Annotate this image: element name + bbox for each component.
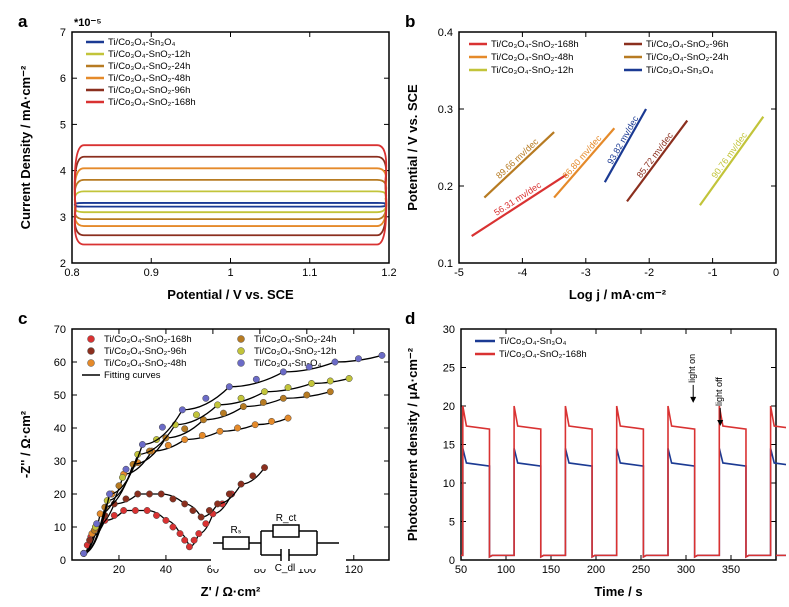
svg-text:5: 5 (449, 517, 455, 529)
svg-text:Log j / mA·cm⁻²: Log j / mA·cm⁻² (569, 287, 667, 302)
svg-text:0: 0 (60, 555, 66, 567)
svg-text:Ti/Co₃O₄-SnO₂-24h: Ti/Co₃O₄-SnO₂-24h (254, 334, 336, 345)
svg-text:Ti/Co₃O₄-Sn₃O₄: Ti/Co₃O₄-Sn₃O₄ (646, 65, 714, 76)
svg-text:0.2: 0.2 (438, 181, 453, 193)
svg-text:Ti/Co₃O₄-SnO₂-168h: Ti/Co₃O₄-SnO₂-168h (491, 39, 579, 50)
svg-text:Potential / V vs. SCE: Potential / V vs. SCE (405, 84, 420, 211)
svg-text:30: 30 (54, 456, 66, 468)
svg-text:Fitting curves: Fitting curves (104, 370, 161, 381)
svg-text:0.9: 0.9 (144, 267, 159, 279)
svg-text:56.31 mv/dec: 56.31 mv/dec (492, 180, 543, 218)
svg-text:Ti/Co₃O₄-SnO₂-48h: Ti/Co₃O₄-SnO₂-48h (104, 358, 186, 369)
svg-text:93.82 mv/dec: 93.82 mv/dec (605, 114, 640, 166)
svg-text:Ti/Co₃O₄-SnO₂-96h: Ti/Co₃O₄-SnO₂-96h (108, 85, 190, 96)
panel-d-label: d (405, 309, 415, 329)
svg-text:7: 7 (60, 27, 66, 39)
svg-text:Photocurrent density / μA·cm⁻²: Photocurrent density / μA·cm⁻² (405, 347, 420, 541)
svg-text:20: 20 (113, 564, 125, 576)
svg-text:0.8: 0.8 (64, 267, 79, 279)
svg-text:0.1: 0.1 (438, 258, 453, 270)
panel-d-chart: 50 100 150 200 250 300 350 0 5 10 15 20 25 30 Time / s… (403, 307, 786, 600)
panel-c-label: c (18, 309, 27, 329)
svg-text:50: 50 (54, 390, 66, 402)
svg-text:Ti/Co₃O₄-SnO₂-168h: Ti/Co₃O₄-SnO₂-168h (108, 97, 196, 108)
panel-b-label: b (405, 12, 415, 32)
svg-text:Ti/Co₃O₄-Sn₃O₄: Ti/Co₃O₄-Sn₃O₄ (499, 336, 567, 347)
svg-text:Ti/Co₃O₄-SnO₂-96h: Ti/Co₃O₄-SnO₂-96h (104, 346, 186, 357)
svg-text:Ti/Co₃O₄-SnO₂-48h: Ti/Co₃O₄-SnO₂-48h (491, 52, 573, 63)
panel-a: a 0.8 0.9 1 1.1 1.2 2 3 4 5 6 7 Potential / V vs. S… (16, 10, 399, 303)
svg-text:Ti/Co₃O₄-SnO₂-12h: Ti/Co₃O₄-SnO₂-12h (254, 346, 336, 357)
svg-text:100: 100 (497, 564, 515, 576)
svg-text:Ti/Co₃O₄-SnO₂-24h: Ti/Co₃O₄-SnO₂-24h (646, 52, 728, 63)
svg-text:3: 3 (60, 212, 66, 224)
svg-text:1: 1 (227, 267, 233, 279)
svg-text:-3: -3 (581, 267, 591, 279)
svg-text:R_ct: R_ct (276, 513, 297, 524)
svg-text:*10⁻⁵: *10⁻⁵ (74, 17, 102, 29)
panel-a-label: a (18, 12, 27, 32)
svg-text:70: 70 (54, 324, 66, 336)
panel-d: d 50 100 150 200 250 300 350 0 5 10 15 20 25 30 Time /… (403, 307, 786, 600)
svg-text:Rₛ: Rₛ (231, 525, 242, 536)
svg-text:85.72 mv/dec: 85.72 mv/dec (635, 130, 676, 180)
svg-text:1.1: 1.1 (302, 267, 317, 279)
svg-text:1.2: 1.2 (381, 267, 396, 279)
svg-text:Z' / Ω·cm²: Z' / Ω·cm² (201, 584, 261, 599)
svg-text:Potential / V vs. SCE: Potential / V vs. SCE (167, 287, 294, 302)
svg-text:Current Density / mA·cm⁻²: Current Density / mA·cm⁻² (18, 65, 33, 229)
svg-text:-Z'' / Ω·cm²: -Z'' / Ω·cm² (18, 410, 33, 478)
svg-text:40: 40 (160, 564, 172, 576)
svg-text:Ti/Co₃O₄-SnO₂-96h: Ti/Co₃O₄-SnO₂-96h (646, 39, 728, 50)
svg-text:-5: -5 (454, 267, 464, 279)
svg-text:40: 40 (54, 423, 66, 435)
svg-text:Ti/Co₃O₄-SnO₂-12h: Ti/Co₃O₄-SnO₂-12h (108, 49, 190, 60)
svg-text:250: 250 (632, 564, 650, 576)
svg-text:86.80 mv/dec: 86.80 mv/dec (560, 133, 603, 181)
panel-c-chart: 20406080100120010203040506070Z' / Ω·cm²-… (16, 307, 399, 600)
svg-text:200: 200 (587, 564, 605, 576)
svg-text:20: 20 (54, 489, 66, 501)
svg-text:300: 300 (677, 564, 695, 576)
svg-text:0: 0 (773, 267, 779, 279)
panel-c: c 20406080100120010203040506070Z' / Ω·cm… (16, 307, 399, 600)
svg-text:Ti/Co₃O₄-SnO₂-168h: Ti/Co₃O₄-SnO₂-168h (499, 349, 587, 360)
svg-text:50: 50 (455, 564, 467, 576)
svg-text:0: 0 (449, 555, 455, 567)
svg-text:30: 30 (443, 324, 455, 336)
svg-text:Ti/Co₃O₄-SnO₂-24h: Ti/Co₃O₄-SnO₂-24h (108, 61, 190, 72)
figure-grid: a 0.8 0.9 1 1.1 1.2 2 3 4 5 6 7 Potential / V vs. S… (16, 10, 779, 597)
svg-text:120: 120 (345, 564, 363, 576)
svg-text:C_dl: C_dl (275, 563, 296, 574)
svg-text:0.3: 0.3 (438, 104, 453, 116)
svg-text:60: 60 (54, 357, 66, 369)
svg-text:15: 15 (443, 440, 455, 452)
svg-text:90.76 mv/dec: 90.76 mv/dec (709, 130, 749, 180)
svg-text:20: 20 (443, 401, 455, 413)
svg-text:5: 5 (60, 119, 66, 131)
panel-a-chart: 0.8 0.9 1 1.1 1.2 2 3 4 5 6 7 Potential / V vs. SCE… (16, 10, 399, 303)
svg-text:0.4: 0.4 (438, 27, 453, 39)
svg-text:2: 2 (60, 258, 66, 270)
svg-text:Ti/Co₃O₄-SnO₂-168h: Ti/Co₃O₄-SnO₂-168h (104, 334, 192, 345)
svg-text:Ti/Co₃O₄-SnO₂-12h: Ti/Co₃O₄-SnO₂-12h (491, 65, 573, 76)
svg-text:89.66 mv/dec: 89.66 mv/dec (494, 136, 541, 181)
svg-text:Ti/Co₃O₄-Sn₃O₄: Ti/Co₃O₄-Sn₃O₄ (108, 37, 176, 48)
svg-text:10: 10 (443, 478, 455, 490)
svg-text:25: 25 (443, 363, 455, 375)
svg-text:-1: -1 (708, 267, 718, 279)
svg-text:10: 10 (54, 522, 66, 534)
svg-text:light on: light on (687, 354, 697, 383)
panel-b-chart: -5 -4 -3 -2 -1 0 0.1 0.2 0.3 0.4 Log j / mA·cm⁻² Po… (403, 10, 786, 303)
svg-text:150: 150 (542, 564, 560, 576)
svg-text:6: 6 (60, 73, 66, 85)
svg-text:350: 350 (722, 564, 740, 576)
svg-text:-4: -4 (518, 267, 528, 279)
svg-text:Ti/Co₃O₄-SnO₂-48h: Ti/Co₃O₄-SnO₂-48h (108, 73, 190, 84)
svg-text:light off: light off (714, 377, 724, 406)
svg-text:-2: -2 (644, 267, 654, 279)
panel-b: b -5 -4 -3 -2 -1 0 0.1 0.2 0.3 0.4 Log j / mA·cm⁻²… (403, 10, 786, 303)
svg-text:Time / s: Time / s (594, 584, 642, 599)
svg-text:4: 4 (60, 166, 66, 178)
